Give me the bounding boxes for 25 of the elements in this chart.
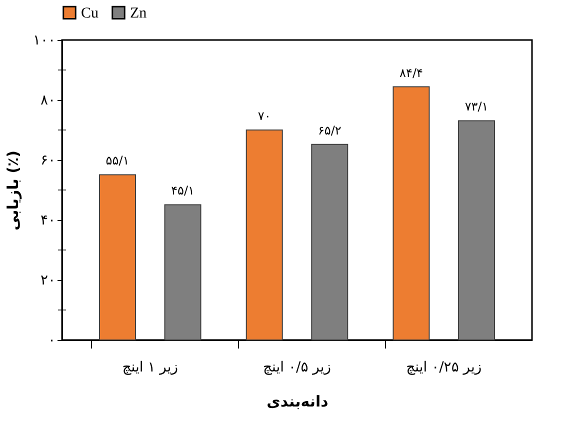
x-tick-label: زیر ۰/۵ اینچ <box>262 360 332 376</box>
data-label: ۵۵/۱ <box>106 154 130 168</box>
data-label: ۴۵/۱ <box>171 184 194 198</box>
x-axis-title: دانه‌بندی <box>266 392 329 410</box>
y-tick-label: ۸۰ <box>40 92 56 108</box>
bar <box>458 120 496 340</box>
data-label: ۸۴/۴ <box>400 66 423 80</box>
data-label: ۷۳/۱ <box>464 100 488 114</box>
bar <box>98 174 136 340</box>
data-label: ۶۵/۲ <box>318 123 342 138</box>
data-label: ۷۰ <box>258 109 271 123</box>
legend-label: Cu <box>81 6 100 22</box>
bar <box>311 144 348 340</box>
y-tick-label: ۶۰ <box>40 152 56 168</box>
y-tick-label: ۴۰ <box>40 212 56 228</box>
bar <box>164 204 202 340</box>
bar <box>392 86 430 340</box>
y-tick-label: ۰ <box>48 332 56 348</box>
y-tick-label: ۱۰۰ <box>32 32 56 48</box>
y-axis-title: بازیابی (٪) <box>4 150 22 231</box>
x-tick-label: زیر ۰/۲۵ اینچ <box>406 360 482 376</box>
legend-label: Zn <box>130 6 148 22</box>
x-tick-label: زیر ۱ اینچ <box>122 360 178 376</box>
bar <box>246 130 283 340</box>
y-tick-label: ۲۰ <box>40 272 56 288</box>
